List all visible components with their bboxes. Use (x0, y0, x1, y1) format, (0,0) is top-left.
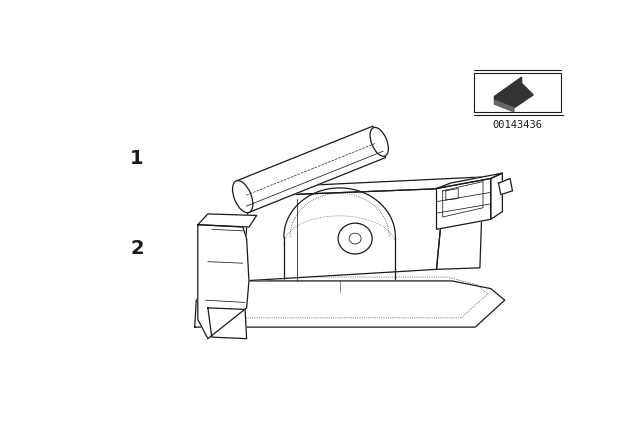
Ellipse shape (338, 223, 372, 254)
Polygon shape (436, 173, 502, 189)
Polygon shape (208, 308, 246, 339)
Text: 1: 1 (130, 150, 144, 168)
Polygon shape (495, 100, 514, 112)
Ellipse shape (370, 127, 388, 156)
Text: 2: 2 (130, 239, 144, 258)
Text: 00143436: 00143436 (493, 120, 543, 130)
Polygon shape (236, 126, 386, 212)
Polygon shape (249, 177, 483, 196)
Polygon shape (499, 178, 513, 195)
Polygon shape (198, 214, 257, 227)
Polygon shape (436, 177, 483, 269)
Polygon shape (198, 225, 249, 339)
Polygon shape (243, 189, 444, 281)
Polygon shape (436, 178, 491, 229)
Polygon shape (195, 281, 505, 327)
Polygon shape (491, 173, 502, 220)
Ellipse shape (349, 233, 361, 244)
Polygon shape (495, 77, 533, 108)
Ellipse shape (232, 181, 253, 213)
Bar (474, 73, 561, 112)
